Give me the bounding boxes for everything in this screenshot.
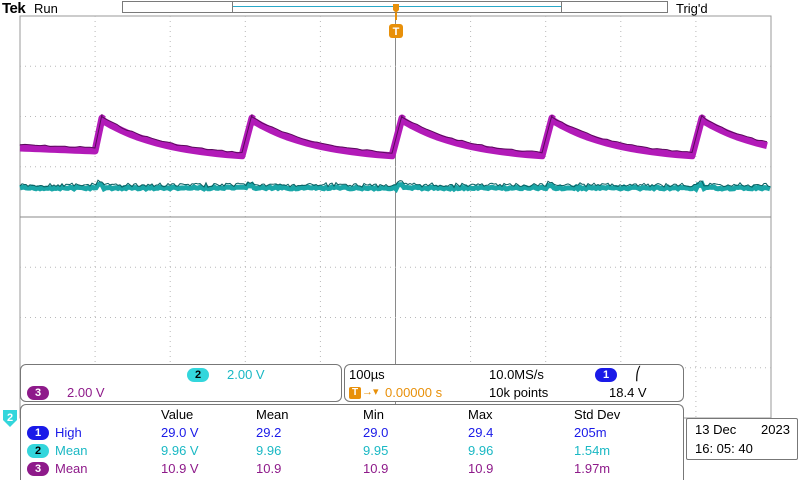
measurement-min: 10.9: [363, 461, 389, 476]
measurement-row[interactable]: 3 Mean 10.9 V 10.9 10.9 10.9 1.97m: [21, 461, 681, 479]
measurement-max: 29.4: [468, 425, 494, 440]
record-window[interactable]: [232, 1, 562, 13]
ch3-waveform: [19, 114, 768, 160]
ch2-waveform-noise: [19, 179, 771, 189]
channel-scale-panel[interactable]: 2 2.00 V 3 2.00 V: [20, 364, 342, 402]
ch3-scale[interactable]: 2.00 V: [67, 385, 105, 400]
run-state: Run: [34, 1, 58, 16]
trigger-state: Trig'd: [676, 1, 708, 16]
trigger-position-marker[interactable]: T: [389, 4, 403, 38]
measurement-value: 29.0 V: [161, 425, 199, 440]
trigger-source-badge[interactable]: 1: [595, 368, 617, 382]
measurement-value: 10.9 V: [161, 461, 199, 476]
measurement-std-dev: 1.54m: [574, 443, 611, 458]
measurement-min: 9.95: [363, 443, 389, 458]
date: 13 Dec: [695, 422, 737, 437]
measurement-std-dev: 205m: [574, 425, 607, 440]
col-header-min: Min: [363, 407, 384, 422]
measurement-label: High: [55, 425, 82, 440]
measurement-min: 29.0: [363, 425, 389, 440]
trigger-position-icon: T: [349, 387, 361, 399]
trigger-position[interactable]: 0.00000 s: [385, 385, 443, 400]
timebase-panel[interactable]: 100µs 10.0MS/s 1 ⎛ T →▾ 0.00000 s 10k po…: [344, 364, 684, 402]
col-header-max: Max: [468, 407, 493, 422]
ch2-waveform: [19, 180, 771, 194]
sample-rate: 10.0MS/s: [489, 367, 544, 382]
graticule: [19, 15, 772, 419]
col-header-value: Value: [161, 407, 194, 422]
measurement-value: 9.96 V: [161, 443, 199, 458]
measurement-row[interactable]: 2 Mean 9.96 V 9.96 9.95 9.96 1.54m: [21, 443, 681, 461]
trigger-level[interactable]: 18.4 V: [609, 385, 647, 400]
measurement-label: Mean: [55, 461, 88, 476]
ch1-badge: 1: [27, 426, 49, 440]
datetime-display: 13 Dec 2023 16: 05: 40: [686, 418, 798, 460]
ch2-badge[interactable]: 2: [187, 368, 209, 382]
ch2-badge: 2: [27, 444, 49, 458]
col-header-mean: Mean: [256, 407, 289, 422]
measurement-row[interactable]: 1 High 29.0 V 29.2 29.0 29.4 205m: [21, 425, 681, 443]
col-header-std-dev: Std Dev: [574, 407, 621, 422]
ch2-reference-label: 2: [7, 412, 13, 424]
ch2-scale[interactable]: 2.00 V: [227, 367, 265, 382]
record-length: 10k points: [489, 385, 549, 400]
ch3-badge: 3: [27, 462, 49, 476]
trigger-marker-label: T: [393, 26, 400, 38]
measurements-panel[interactable]: Value Mean Min Max Std Dev 1 High 29.0 V…: [20, 404, 684, 480]
measurement-mean: 9.96: [256, 443, 282, 458]
measurement-max: 9.96: [468, 443, 494, 458]
measurement-max: 10.9: [468, 461, 494, 476]
trigger-arrow-icon: →▾: [362, 386, 379, 398]
measurement-mean: 10.9: [256, 461, 282, 476]
ch3-badge[interactable]: 3: [27, 386, 49, 400]
brand-logo: Tek: [2, 0, 26, 17]
time-per-division[interactable]: 100µs: [349, 367, 385, 382]
measurement-label: Mean: [55, 443, 88, 458]
time: 16: 05: 40: [695, 441, 753, 456]
measurement-std-dev: 1.97m: [574, 461, 611, 476]
measurement-mean: 29.2: [256, 425, 282, 440]
ch2-reference-marker[interactable]: 2: [3, 410, 17, 427]
year: 2023: [761, 422, 790, 437]
ch3-waveform-noise: [19, 114, 768, 154]
trigger-slope-icon: ⎛: [635, 366, 642, 381]
